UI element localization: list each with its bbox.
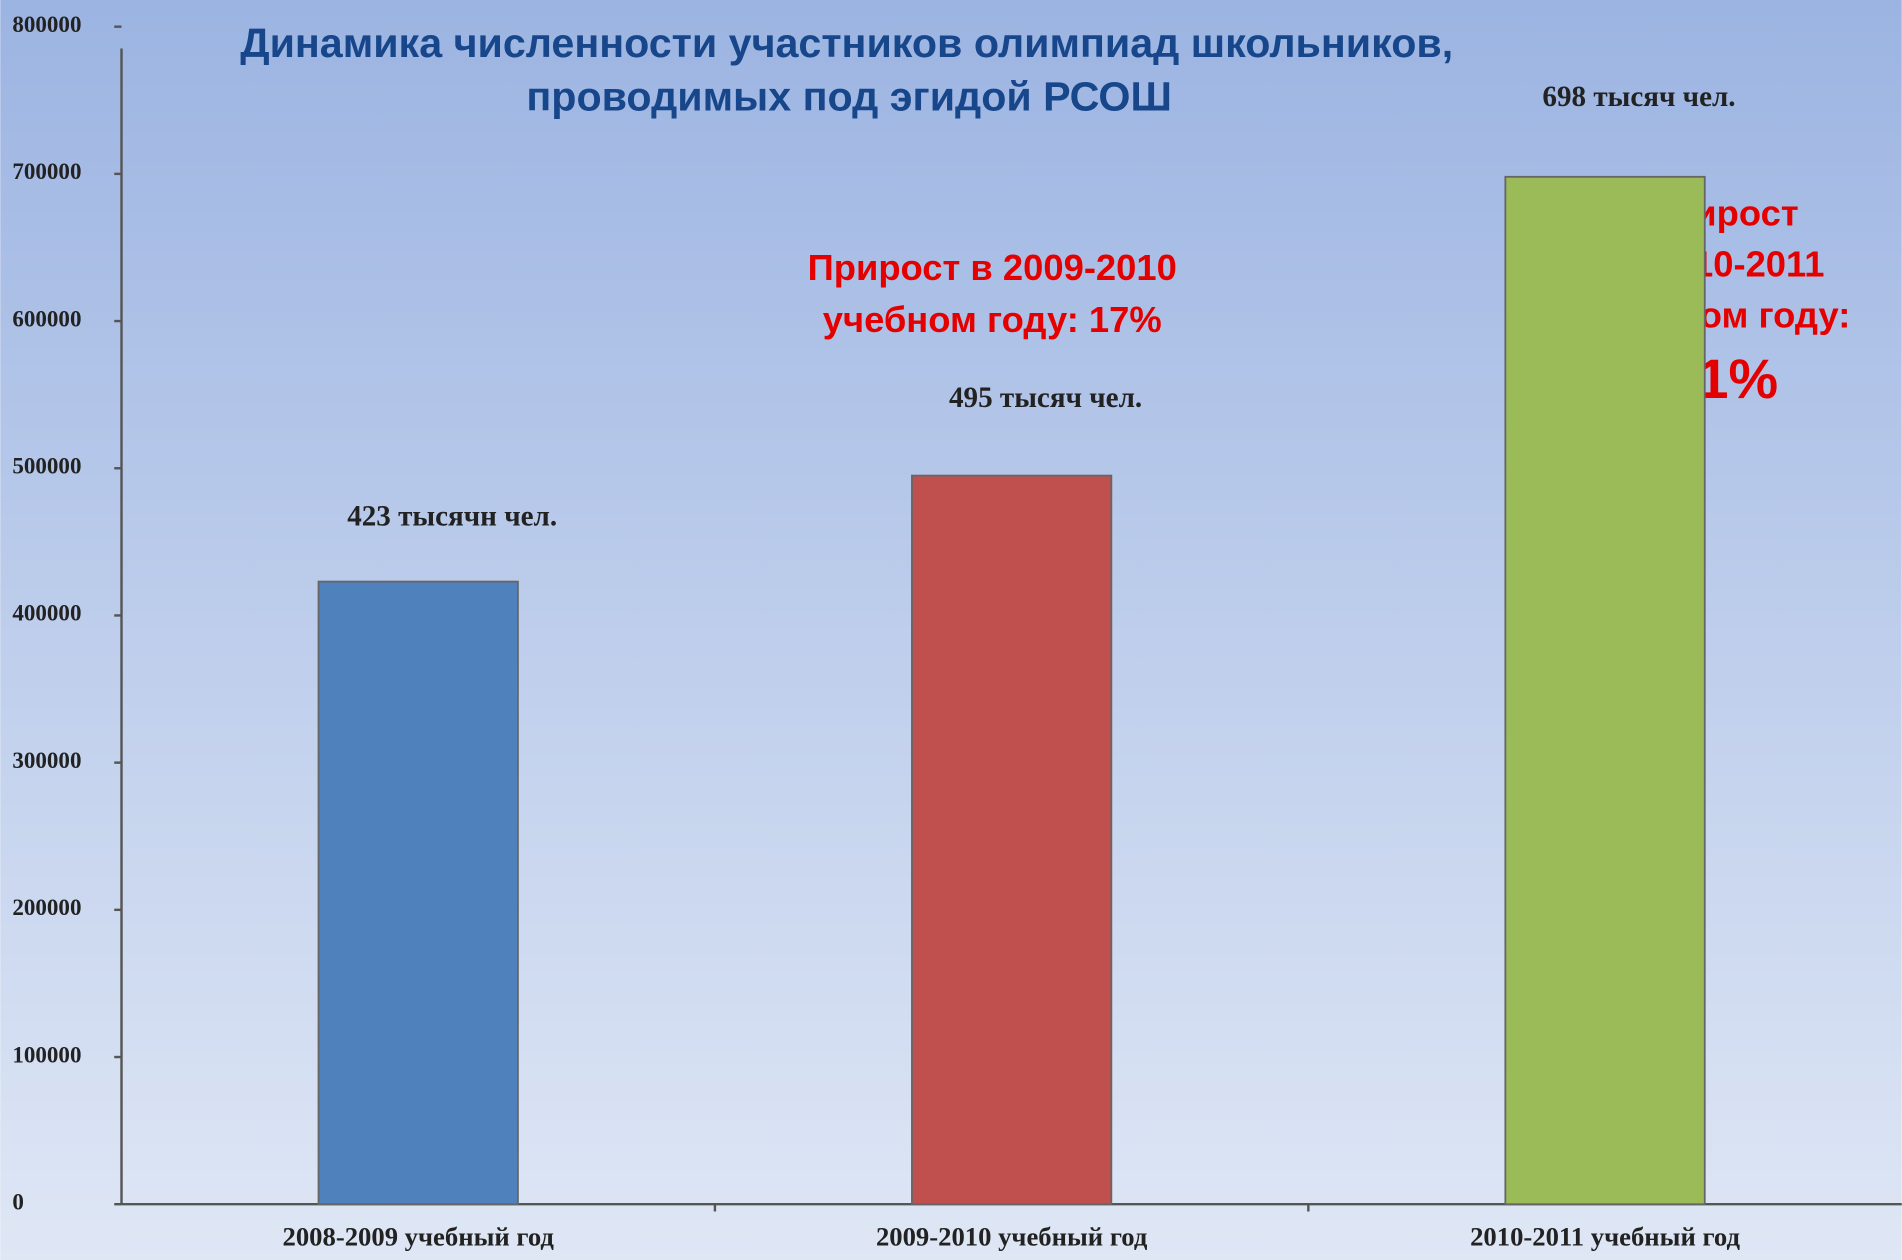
value-label: 423 тысячн чел.	[347, 501, 557, 533]
y-tick-label: 0	[12, 1188, 24, 1214]
y-tick-label: 400000	[12, 600, 81, 626]
x-tick-label: 2010-2011 учебный год	[1470, 1222, 1740, 1252]
chart-title: Динамика численности участников олимпиад…	[240, 20, 1453, 66]
bar	[317, 580, 519, 1206]
annotation: учебном году: 17%	[823, 299, 1162, 340]
y-tick-label: 700000	[12, 158, 81, 184]
y-tick-label: 100000	[12, 1041, 81, 1067]
y-tick-label: 600000	[12, 305, 81, 331]
y-tick-label: 500000	[12, 453, 81, 479]
value-label: 495 тысяч чел.	[949, 382, 1142, 414]
y-tick-label: 800000	[12, 11, 81, 37]
y-tick-label: 300000	[12, 747, 81, 773]
bar	[911, 474, 1113, 1206]
bar	[1504, 175, 1706, 1206]
annotation: Прирост в 2009-2010	[808, 247, 1177, 288]
y-tick-label: 200000	[12, 894, 81, 920]
chart-title: проводимых под эгидой РСОШ	[526, 73, 1172, 119]
x-tick-label: 2008-2009 учебный год	[283, 1222, 555, 1252]
x-tick-label: 2009-2010 учебный год	[876, 1222, 1148, 1252]
value-label: 698 тысяч чел.	[1542, 81, 1735, 113]
